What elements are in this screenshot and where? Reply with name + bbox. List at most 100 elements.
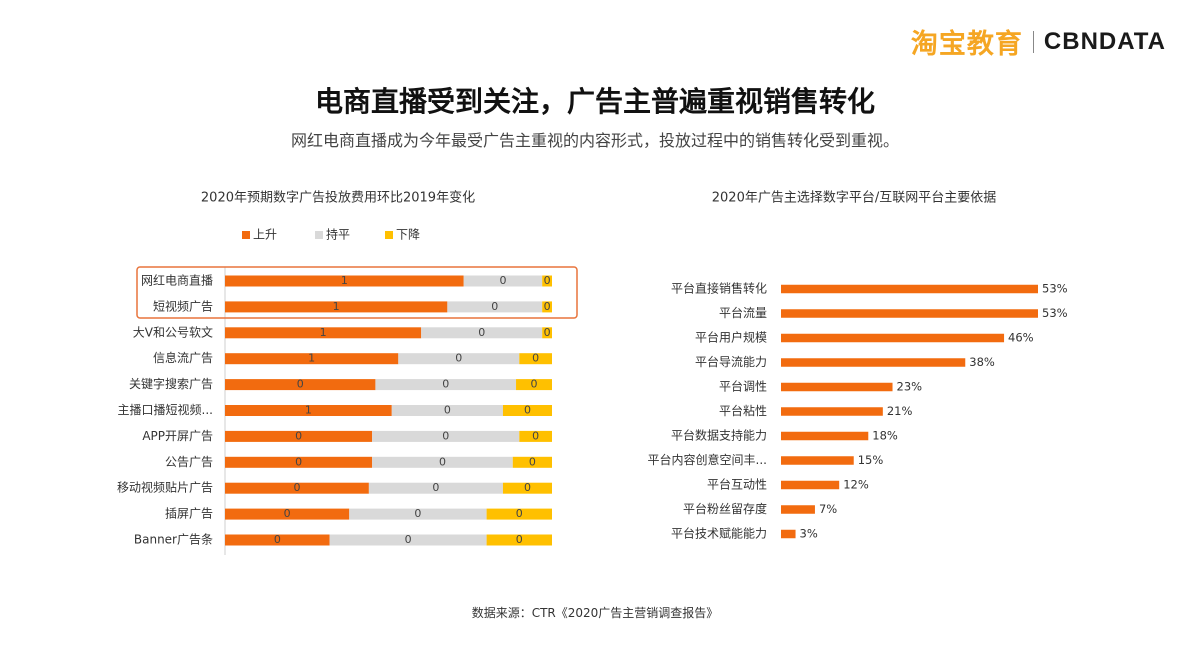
category-label: 平台用户规模 xyxy=(695,330,767,345)
bar-data-label: 0 xyxy=(439,455,446,468)
bar-segment xyxy=(225,275,464,287)
bar-data-label: 0 xyxy=(297,378,304,391)
category-label: 平台导流能力 xyxy=(695,354,767,369)
bar-data-label: 0 xyxy=(529,455,536,468)
bar xyxy=(781,505,815,514)
category-label: 平台粉丝留存度 xyxy=(683,501,767,516)
bar-segment xyxy=(502,405,552,416)
bar-segment xyxy=(349,508,487,520)
category-label: 平台技术赋能能力 xyxy=(671,526,767,541)
bar-segment xyxy=(486,508,552,520)
legend-label-2: 下降 xyxy=(396,228,420,242)
category-label: Banner广告条 xyxy=(134,533,213,547)
bar-data-label: 0 xyxy=(544,326,551,339)
bar-data-label: 0 xyxy=(444,404,451,417)
bar-segment xyxy=(447,301,543,313)
bar-segment xyxy=(368,482,503,494)
category-label: 移动视频贴片广告 xyxy=(117,480,213,495)
category-label: 平台调性 xyxy=(719,379,767,394)
bar-value-label: 38% xyxy=(969,355,995,369)
category-label: 插屏广告 xyxy=(165,507,213,521)
legend-label-1: 持平 xyxy=(326,227,350,242)
bar-segment xyxy=(398,353,520,365)
brand-divider xyxy=(1032,30,1034,53)
legend-swatch-0 xyxy=(242,231,250,239)
legend-swatch-1 xyxy=(315,231,323,239)
bar-segment xyxy=(421,327,543,339)
bar-data-label: 0 xyxy=(524,404,531,417)
bar-segment xyxy=(542,301,552,313)
bar-data-label: 0 xyxy=(499,274,506,287)
bar xyxy=(781,309,1038,318)
brand-en-wordmark: CBNDATA xyxy=(1043,27,1166,55)
bar-segment xyxy=(225,508,350,520)
category-label: 平台直接销售转化 xyxy=(671,281,767,296)
bar-segment xyxy=(225,301,448,313)
bar-data-label: 1 xyxy=(341,274,348,287)
brand-logo: 淘宝教育 CBNDATA xyxy=(911,22,1166,61)
highlight-box xyxy=(136,266,578,319)
bar xyxy=(781,480,840,490)
bar-data-label: 0 xyxy=(531,378,538,391)
bar-data-label: 0 xyxy=(405,533,412,546)
bar-data-label: 0 xyxy=(293,481,300,494)
bar-data-label: 0 xyxy=(295,455,302,468)
category-label: 平台数据支持能力 xyxy=(671,428,767,443)
bar-data-label: 0 xyxy=(414,507,421,520)
bar-value-label: 46% xyxy=(1008,331,1034,345)
bar-segment xyxy=(225,534,330,546)
category-label: 平台流量 xyxy=(719,305,767,320)
bar-segment xyxy=(542,275,552,287)
bar-segment xyxy=(519,430,552,442)
bar-value-label: 23% xyxy=(897,380,923,394)
bar-segment xyxy=(391,405,503,416)
category-label: 平台互动性 xyxy=(707,477,767,492)
bar-data-label: 0 xyxy=(516,533,523,546)
bar-segment xyxy=(375,379,517,391)
bar-segment xyxy=(463,275,543,287)
bar-segment xyxy=(486,534,552,546)
bar-data-label: 1 xyxy=(305,404,312,417)
bar-value-label: 3% xyxy=(800,527,818,541)
page-subtitle: 网红电商直播成为今年最受广告主重视的内容形式，投放过程中的销售转化受到重视。 xyxy=(290,131,899,150)
bar-data-label: 0 xyxy=(532,429,539,442)
bar xyxy=(781,382,893,392)
bar-segment xyxy=(329,534,487,546)
category-label: 网红电商直播 xyxy=(141,273,213,288)
bar-data-label: 0 xyxy=(491,300,498,313)
category-label: 平台粘性 xyxy=(719,403,767,418)
category-label: 主播口播短视频... xyxy=(118,402,213,417)
bar-segment xyxy=(225,405,392,416)
brand-cn-wordmark: 淘宝教育 xyxy=(910,29,1023,60)
bar-segment xyxy=(225,379,376,391)
bar-data-label: 0 xyxy=(544,300,551,313)
chart-title: 2020年广告主选择数字平台/互联网平台主要依据 xyxy=(712,191,996,206)
bar-data-label: 0 xyxy=(442,378,449,391)
bar-data-label: 0 xyxy=(295,429,302,442)
bar-segment xyxy=(225,353,399,365)
category-label: 公告广告 xyxy=(165,455,213,469)
chart-title: 2020年预期数字广告投放费用环比2019年变化 xyxy=(201,190,475,206)
bar-value-label: 18% xyxy=(872,429,898,443)
bar-segment xyxy=(225,430,373,442)
bar-segment xyxy=(502,482,552,494)
stacked-bar-chart: 2020年预期数字广告投放费用环比2019年变化 上升 持平 下降 网红电商直播 1 0 0 短… xyxy=(100,180,600,570)
bar-segment xyxy=(225,482,369,494)
bar-segment xyxy=(225,327,422,339)
bar-segment xyxy=(372,430,520,442)
bar-value-label: 21% xyxy=(887,404,913,418)
legend-label-0: 上升 xyxy=(253,228,277,242)
bar-segment xyxy=(512,456,552,468)
bar-data-label: 0 xyxy=(432,481,439,494)
bar-segment xyxy=(372,456,513,468)
bar-value-label: 15% xyxy=(858,453,884,467)
bar-data-label: 0 xyxy=(478,326,485,339)
category-label: 关键字搜索广告 xyxy=(129,376,213,391)
bar-data-label: 0 xyxy=(274,533,281,546)
bar xyxy=(781,358,966,367)
bar-data-label: 0 xyxy=(516,507,523,520)
bar-data-label: 0 xyxy=(532,352,539,365)
bar xyxy=(781,456,854,465)
